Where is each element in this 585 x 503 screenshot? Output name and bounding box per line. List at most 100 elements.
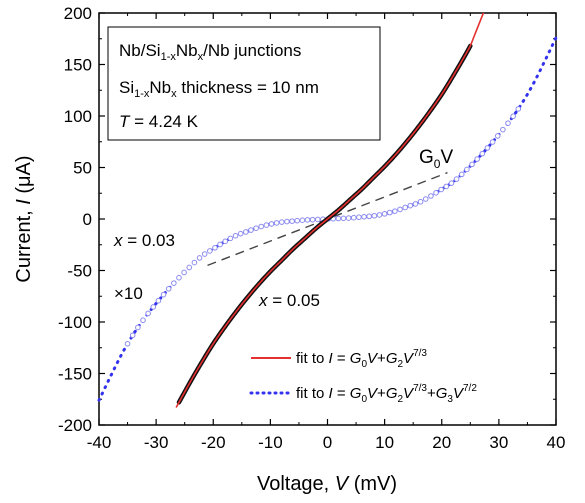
fit2-e2: 7/2	[463, 383, 477, 394]
x003-data-point	[150, 304, 157, 310]
g0v-v: V	[440, 147, 453, 168]
legend-fit2-label: fit to I = G0V+G2V7/3+G3V7/2	[296, 383, 477, 405]
x003-data-point	[294, 217, 301, 224]
y-tick-label: -100	[58, 313, 92, 332]
legend: fit to I = G0V+G2V7/3 fit to I = G0V+G2V…	[249, 348, 477, 405]
x003-data-point	[222, 238, 229, 245]
fit1-s2: 2	[397, 359, 403, 370]
x003-data-point	[412, 201, 419, 207]
x003-data-point	[386, 209, 393, 216]
y-tick-label: -50	[67, 262, 92, 281]
x003-data-point	[350, 214, 357, 221]
x003-data-point	[191, 259, 198, 266]
info-line2-a: Si	[119, 78, 134, 97]
x-axis-label-var: V	[335, 473, 350, 495]
fit1-plus: +	[377, 350, 386, 367]
x003-data-point	[340, 215, 347, 222]
x003-data-point	[489, 139, 496, 145]
annotation-times-10: ×10	[114, 284, 143, 303]
x003-data-point	[309, 216, 316, 223]
x003-data-point	[140, 317, 146, 324]
info-line2-sub: 1-x	[134, 88, 150, 100]
info-box-line2: Si1-xNbx thickness = 10 nm	[119, 78, 319, 100]
x003-data-point	[279, 219, 285, 225]
x003-data-point	[165, 285, 172, 292]
x003-data-point	[500, 126, 506, 133]
x-tick-label: 40	[547, 433, 566, 452]
fit1-g2: G	[386, 350, 398, 367]
x-axis-label-post: (mV)	[348, 473, 397, 495]
fit1-eq: =	[333, 350, 350, 367]
x003-data-point	[438, 186, 444, 193]
x003-data-point	[515, 106, 522, 112]
x003-data-point	[232, 232, 239, 239]
x003-data-point	[443, 183, 450, 190]
x-tick-label: 10	[375, 433, 394, 452]
annotation-g0v: G0V	[419, 147, 453, 171]
x003-data-point	[243, 229, 249, 235]
x-tick-label: 30	[489, 433, 508, 452]
x003-data-point	[273, 220, 280, 226]
info-box-line3: T = 4.24 K	[119, 112, 199, 131]
x003-data-point	[171, 280, 177, 286]
fit1-v2: V	[403, 350, 415, 367]
x003-data-point	[366, 213, 373, 220]
y-tick-label: 200	[64, 4, 92, 23]
x003-data-point	[314, 216, 321, 223]
x003-data-point	[129, 332, 136, 339]
x-axis-ticks: -40 -30 -20 -10 0 10 20 30 40	[87, 13, 566, 452]
x003-data-point	[417, 198, 424, 205]
info-line1-b: Nb	[176, 41, 198, 60]
x-tick-label: -40	[87, 433, 112, 452]
fit1-i: I	[329, 350, 333, 367]
y-tick-label: -200	[58, 416, 92, 435]
x003-data-point	[433, 190, 439, 196]
x005-var: x	[258, 291, 268, 310]
x003-data-point	[474, 156, 480, 162]
x003-data-point	[361, 213, 367, 220]
x003-data-point	[217, 241, 223, 248]
fit2-g2: G	[386, 385, 398, 402]
fit1-v: V	[367, 350, 379, 367]
x003-data-point	[237, 230, 244, 237]
x003-data-point	[289, 218, 295, 224]
x003-data-point	[155, 297, 162, 304]
fit2-g: G	[350, 385, 362, 402]
fit1-g: G	[350, 350, 362, 367]
x003-data-point	[263, 222, 270, 228]
fit2-plus2: +	[427, 385, 436, 402]
x003-data-point	[207, 248, 213, 254]
x003-data-point	[258, 223, 265, 230]
x003-var: x	[113, 231, 123, 250]
info-line2-sub2: x	[171, 88, 177, 100]
x003-data-point	[135, 324, 141, 331]
x003-data-point	[196, 255, 203, 261]
info-box-line1: Nb/Si1-xNbx/Nb junctions	[119, 41, 301, 63]
y-tick-label: 150	[64, 56, 92, 75]
x003-data-point	[448, 180, 455, 186]
x003-data-point	[392, 208, 398, 214]
info-line1-a: Nb/Si	[119, 41, 161, 60]
x-tick-label: -30	[144, 433, 169, 452]
x003-data-point	[484, 145, 491, 151]
fit1-pre: fit to	[296, 350, 329, 367]
info-line3-var: T	[119, 112, 131, 131]
x003-data-point	[422, 196, 429, 202]
x003-data-point	[268, 221, 275, 227]
fit2-eq: =	[333, 385, 350, 402]
fit2-g3: G	[436, 385, 448, 402]
info-line1-c: /Nb junctions	[203, 41, 301, 60]
info-line2-b: Nb	[149, 78, 171, 97]
x003-data-point	[356, 214, 362, 221]
x003-data-point	[181, 269, 187, 276]
fit2-s3: 3	[447, 394, 453, 405]
x003-data-point	[402, 204, 408, 211]
legend-fit1-label: fit to I = G0V+G2V7/3	[296, 348, 427, 370]
x003-data-point	[505, 120, 511, 126]
y-axis-label-pre: Current,	[13, 205, 35, 283]
x003-data-point	[253, 225, 259, 231]
fit2-s2: 2	[397, 394, 403, 405]
fit2-plus: +	[377, 385, 386, 402]
x005-fit-curve	[175, 12, 485, 408]
info-line3-rest: = 4.24 K	[129, 112, 198, 131]
